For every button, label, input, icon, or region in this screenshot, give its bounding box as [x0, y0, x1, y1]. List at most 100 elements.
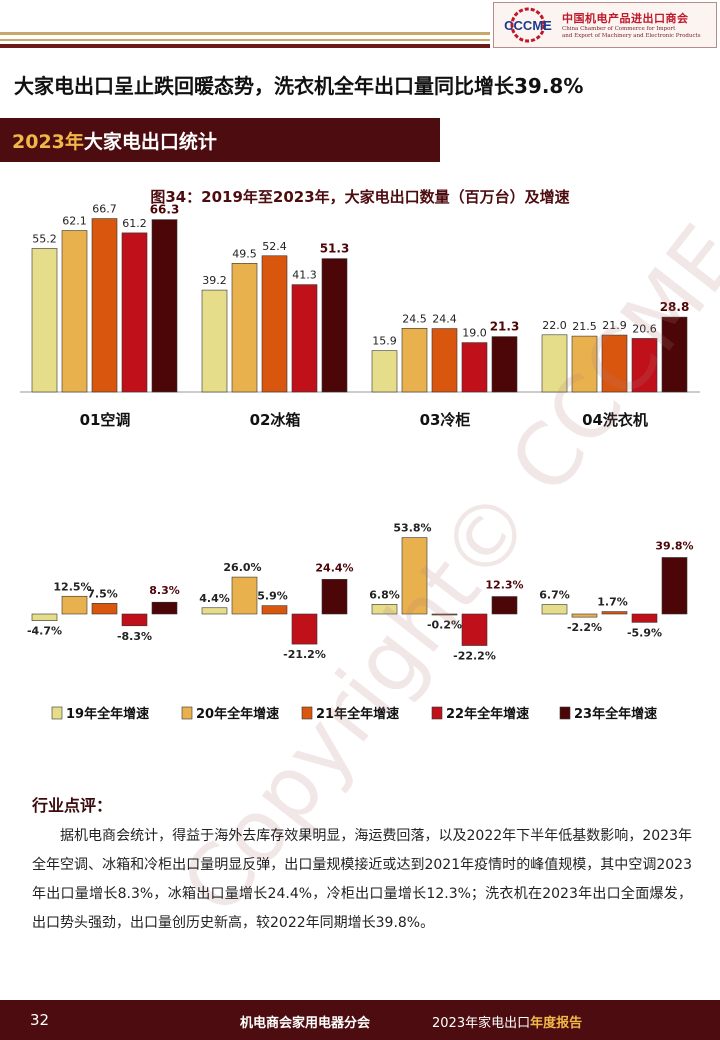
volume-data-label: 28.8 [660, 300, 690, 314]
growth-bar [431, 613, 458, 616]
volume-bar [291, 284, 318, 393]
legend-label: 22年全年增速 [446, 706, 529, 722]
section-title-text: 大家电出口统计 [83, 130, 217, 153]
volume-bar [461, 342, 488, 393]
logo-name-en-1: China Chamber of Commerce for Import [562, 26, 676, 32]
page-headline: 大家电出口呈止跌回暖态势，洗衣机全年出口量同比增长39.8% [14, 74, 584, 98]
category-label: 04洗衣机 [582, 411, 648, 429]
volume-data-label: 52.4 [262, 240, 287, 253]
growth-data-label: 6.8% [369, 588, 400, 601]
growth-bar [261, 605, 288, 615]
volume-bar [231, 262, 258, 393]
growth-bar [541, 604, 568, 615]
volume-bar [431, 328, 458, 393]
category-label: 01空调 [80, 411, 131, 429]
comment-title: 行业点评： [32, 796, 113, 815]
legend-swatch [301, 706, 313, 720]
growth-data-label: 6.7% [539, 588, 570, 601]
growth-data-label: -5.9% [627, 626, 662, 639]
growth-bar [201, 607, 228, 615]
growth-bar [321, 579, 348, 615]
volume-data-label: 49.5 [232, 247, 257, 260]
growth-data-label: -0.2% [427, 618, 462, 631]
growth-data-label: -21.2% [283, 648, 326, 661]
growth-data-label: 12.3% [485, 579, 523, 592]
top-header: CCCME 中国机电产品进出口商会 China Chamber of Comme… [0, 0, 720, 50]
legend-label: 21年全年增速 [316, 706, 399, 722]
growth-data-label: -4.7% [27, 625, 62, 638]
page-number: 32 [30, 1011, 50, 1029]
page-footer: 32 机电商会家用电器分会 2023年家电出口年度报告 [0, 1000, 720, 1040]
volume-bar [61, 230, 88, 393]
growth-data-label: 39.8% [655, 539, 693, 552]
growth-data-label: -22.2% [453, 650, 496, 663]
volume-bar [261, 255, 288, 393]
volume-data-label: 24.4 [432, 313, 457, 326]
growth-data-label: -2.2% [567, 621, 602, 634]
growth-bar [401, 537, 428, 615]
legend-label: 20年全年增速 [196, 706, 279, 722]
growth-bar [121, 613, 148, 627]
growth-data-label: 1.7% [597, 596, 628, 609]
volume-data-label: 20.6 [632, 322, 657, 335]
footer-report-year: 2023年家电出口 [432, 1016, 531, 1031]
header-stripe-dark [0, 44, 490, 48]
volume-bar [91, 218, 118, 393]
cccme-logo-icon: CCCME [504, 7, 552, 43]
comment-body: 据机电商会统计，得益于海外去库存效果明显，海运费回落，以及2022年下半年低基数… [32, 828, 692, 931]
growth-bar [661, 557, 688, 615]
growth-bar [571, 613, 598, 618]
figure-title: 图34：2019年至2023年，大家电出口数量（百万台）及增速 [150, 188, 570, 206]
volume-data-label: 24.5 [402, 312, 427, 325]
growth-data-label: 7.5% [87, 587, 118, 600]
volume-data-label: 51.3 [320, 242, 350, 256]
legend-label: 23年全年增速 [574, 706, 657, 722]
volume-bar [541, 334, 568, 393]
volume-data-label: 21.9 [602, 319, 627, 332]
section-banner: 2023年大家电出口统计 [0, 118, 440, 162]
volume-bar [571, 335, 598, 393]
header-stripe [0, 32, 490, 35]
volume-data-label: 55.2 [32, 232, 57, 245]
growth-data-label: 24.4% [315, 561, 353, 574]
legend-swatch [181, 706, 193, 720]
footer-org: 机电商会家用电器分会 [240, 1016, 371, 1031]
volume-bar [371, 350, 398, 393]
growth-data-label: 12.5% [53, 580, 91, 593]
volume-bar [661, 316, 688, 393]
growth-bar [371, 604, 398, 615]
growth-data-label: 5.9% [257, 590, 288, 603]
volume-bar [201, 289, 228, 393]
volume-bar [601, 334, 628, 393]
growth-bar [151, 601, 178, 615]
volume-data-label: 66.3 [150, 203, 180, 217]
growth-data-label: 53.8% [393, 522, 431, 535]
volume-data-label: 39.2 [202, 274, 227, 287]
growth-bar [231, 576, 258, 615]
volume-data-label: 15.9 [372, 335, 397, 348]
category-label: 02冰箱 [250, 411, 301, 429]
growth-bar [491, 596, 518, 615]
volume-data-label: 19.0 [462, 327, 487, 340]
svg-text:CCCME: CCCME [504, 18, 552, 33]
export-chart: 55.2 62.1 66.7 61.266.3 01空调 39.2 49.5 52.4 41.3… [20, 203, 700, 722]
legend-swatch [51, 706, 63, 720]
growth-bar [601, 611, 628, 615]
section-title: 2023年大家电出口统计 [12, 127, 217, 154]
volume-data-label: 66.7 [92, 203, 117, 216]
header-stripe-thin [0, 39, 490, 41]
growth-data-label: -8.3% [117, 630, 152, 643]
volume-bar [31, 248, 58, 393]
volume-bar [151, 219, 178, 393]
growth-bar [31, 613, 58, 621]
growth-bar [61, 595, 88, 615]
category-label: 03冷柜 [420, 411, 471, 429]
legend-label: 19年全年增速 [66, 706, 149, 722]
volume-data-label: 22.0 [542, 319, 567, 332]
legend-swatch [559, 706, 571, 720]
growth-data-label: 4.4% [199, 592, 230, 605]
growth-bar [91, 603, 118, 615]
volume-data-label: 21.3 [490, 320, 520, 334]
volume-bar [491, 336, 518, 393]
volume-bar [121, 232, 148, 393]
